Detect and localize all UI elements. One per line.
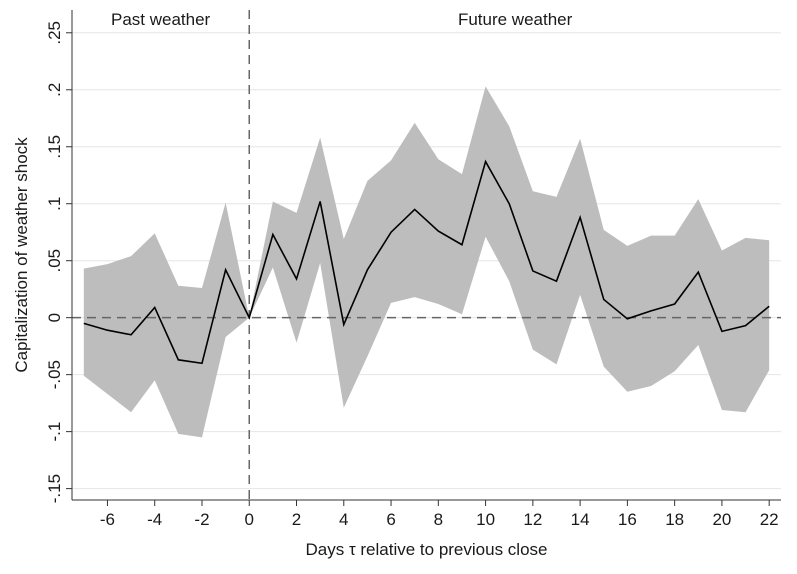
x-tick-label: 4 — [339, 510, 348, 529]
x-tick-label: -6 — [100, 510, 115, 529]
x-tick-label: 18 — [665, 510, 684, 529]
estimate-line — [83, 159, 770, 365]
x-tick-label: 20 — [712, 510, 731, 529]
x-axis-title: Days τ relative to previous close — [306, 540, 548, 559]
y-tick-label: .25 — [45, 21, 64, 45]
x-tick-label: 2 — [292, 510, 301, 529]
x-tick-label: 8 — [434, 510, 443, 529]
y-tick-label: 0 — [45, 313, 64, 322]
annotation-past-weather: Past weather — [111, 10, 211, 29]
y-tick-label: -.1 — [45, 422, 64, 442]
annotation-future-weather: Future weather — [458, 10, 573, 29]
y-tick-label: -.05 — [45, 360, 64, 389]
x-tick-label: -4 — [147, 510, 162, 529]
confidence-band — [83, 86, 770, 438]
x-tick-label: 12 — [523, 510, 542, 529]
y-tick-label: -.15 — [45, 474, 64, 503]
x-tick-label: 16 — [618, 510, 637, 529]
y-tick-label: .2 — [45, 83, 64, 97]
x-tick-label: 0 — [245, 510, 254, 529]
y-tick-label: .05 — [45, 249, 64, 273]
x-tick-label: -2 — [194, 510, 209, 529]
y-tick-label: .15 — [45, 135, 64, 159]
y-axis-title: Capitalization of weather shock — [12, 137, 31, 373]
y-tick-label: .1 — [45, 197, 64, 211]
x-tick-label: 14 — [571, 510, 590, 529]
x-tick-label: 6 — [386, 510, 395, 529]
x-tick-label: 22 — [760, 510, 779, 529]
x-tick-label: 10 — [476, 510, 495, 529]
